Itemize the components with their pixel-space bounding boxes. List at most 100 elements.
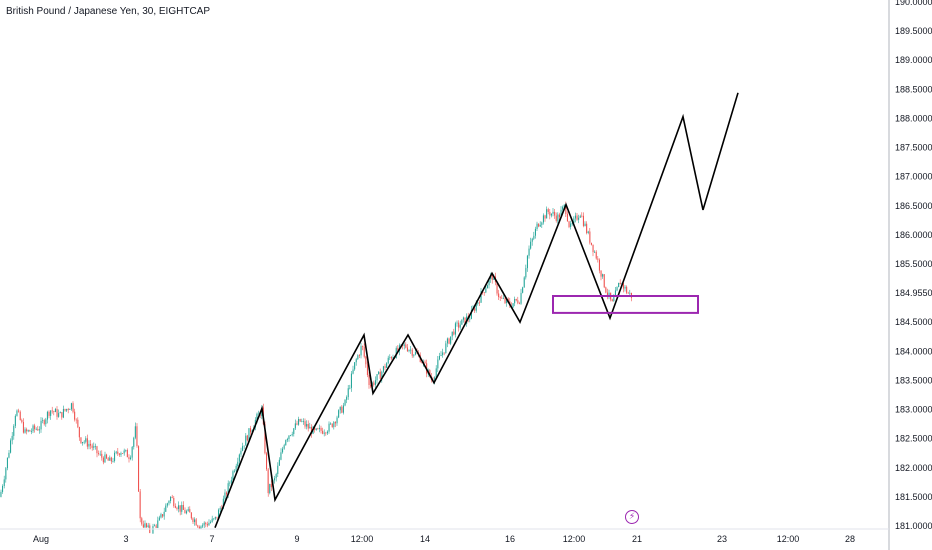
- candle-body: [616, 287, 618, 291]
- candle-body: [307, 424, 309, 429]
- candle-body: [582, 215, 584, 226]
- candle-body: [141, 518, 143, 525]
- candle-body: [234, 470, 236, 472]
- candle-body: [539, 224, 541, 227]
- candle-body: [158, 517, 160, 521]
- candle-body: [586, 223, 588, 234]
- candle-body: [283, 445, 285, 449]
- candle-body: [410, 349, 412, 351]
- candle-body: [373, 382, 375, 385]
- candle-body: [530, 241, 532, 249]
- candle-body: [187, 509, 189, 512]
- candle-body: [462, 317, 464, 320]
- candle-body: [186, 511, 188, 514]
- candle-body: [331, 423, 333, 428]
- candle-body: [14, 415, 16, 426]
- time-axis[interactable]: Aug 3 7 9 12:00 14 16 12:00 21 23 12:00 28: [33, 534, 855, 544]
- candle-body: [109, 457, 111, 461]
- candle-body: [40, 420, 42, 430]
- candle-body: [360, 346, 362, 356]
- candle-body: [216, 516, 218, 518]
- candle-body: [293, 428, 295, 434]
- candle-body: [397, 348, 399, 352]
- candle-body: [558, 214, 560, 218]
- candle-body: [139, 491, 141, 519]
- candle-body: [326, 431, 328, 434]
- candle-body: [573, 218, 575, 223]
- candle-body: [224, 492, 226, 499]
- candle-body: [453, 331, 455, 335]
- price-tick-label: 181.50000: [895, 492, 932, 502]
- candle-body: [445, 343, 447, 353]
- candle-body: [26, 429, 28, 432]
- candle-body: [77, 419, 79, 427]
- candle-body: [250, 428, 252, 433]
- candle-body: [434, 377, 436, 381]
- candle-body: [357, 355, 359, 360]
- candle-body: [16, 410, 18, 416]
- price-axis[interactable]: 190.00000 189.50000 189.00000 188.50000 188.…: [895, 0, 932, 531]
- candle-body: [627, 292, 629, 294]
- candle-body: [378, 371, 380, 375]
- candle-body: [173, 498, 175, 506]
- candle-body: [323, 432, 325, 434]
- lightning-icon[interactable]: ⚡: [625, 510, 639, 524]
- candle-body: [328, 423, 330, 432]
- candle-body: [413, 354, 415, 356]
- candle-body: [584, 223, 586, 226]
- time-tick-label: 12:00: [351, 534, 374, 544]
- candle-body: [355, 359, 357, 363]
- candle-body: [438, 356, 440, 360]
- candle-body: [314, 426, 316, 430]
- candle-body: [178, 505, 180, 509]
- candle-body: [566, 214, 568, 222]
- candle-body: [266, 453, 268, 470]
- candle-body: [43, 420, 45, 425]
- candle-body: [138, 446, 140, 492]
- candle-series: [0, 201, 632, 534]
- candle-body: [114, 452, 116, 461]
- candle-body: [232, 471, 234, 481]
- candle-body: [334, 422, 336, 424]
- candle-body: [147, 525, 149, 527]
- candle-body: [531, 238, 533, 242]
- support-zone-box[interactable]: [552, 295, 699, 314]
- candle-body: [37, 429, 39, 431]
- candle-body: [370, 384, 372, 387]
- price-tick-label: 186.00000: [895, 230, 932, 240]
- candle-body: [133, 437, 135, 447]
- price-tick-label: 189.50000: [895, 26, 932, 36]
- candle-body: [280, 452, 282, 460]
- candle-body: [493, 276, 495, 280]
- candle-body: [54, 409, 56, 412]
- candle-body: [131, 446, 133, 458]
- price-tick-label: 184.95500: [895, 288, 932, 298]
- candle-body: [192, 518, 194, 522]
- candle-body: [205, 522, 207, 525]
- candle-body: [42, 420, 44, 421]
- candle-body: [389, 357, 391, 358]
- candle-body: [424, 361, 426, 364]
- candle-body: [338, 410, 340, 418]
- candle-body: [264, 424, 266, 454]
- candle-body: [146, 523, 148, 528]
- candle-body: [243, 445, 245, 447]
- candle-body: [512, 303, 514, 308]
- candle-body: [560, 209, 562, 218]
- candle-body: [547, 209, 549, 212]
- candle-body: [352, 369, 354, 374]
- candle-body: [598, 259, 600, 271]
- candle-body: [102, 457, 104, 463]
- candle-body: [210, 521, 212, 523]
- candle-body: [288, 435, 290, 439]
- time-tick-label: 14: [420, 534, 430, 544]
- candle-body: [520, 292, 522, 304]
- candle-body: [491, 275, 493, 280]
- candle-body: [613, 297, 615, 302]
- candle-body: [362, 346, 364, 347]
- candle-body: [157, 520, 159, 528]
- candle-body: [11, 435, 13, 441]
- price-tick-label: 184.00000: [895, 346, 932, 356]
- candle-body: [474, 308, 476, 311]
